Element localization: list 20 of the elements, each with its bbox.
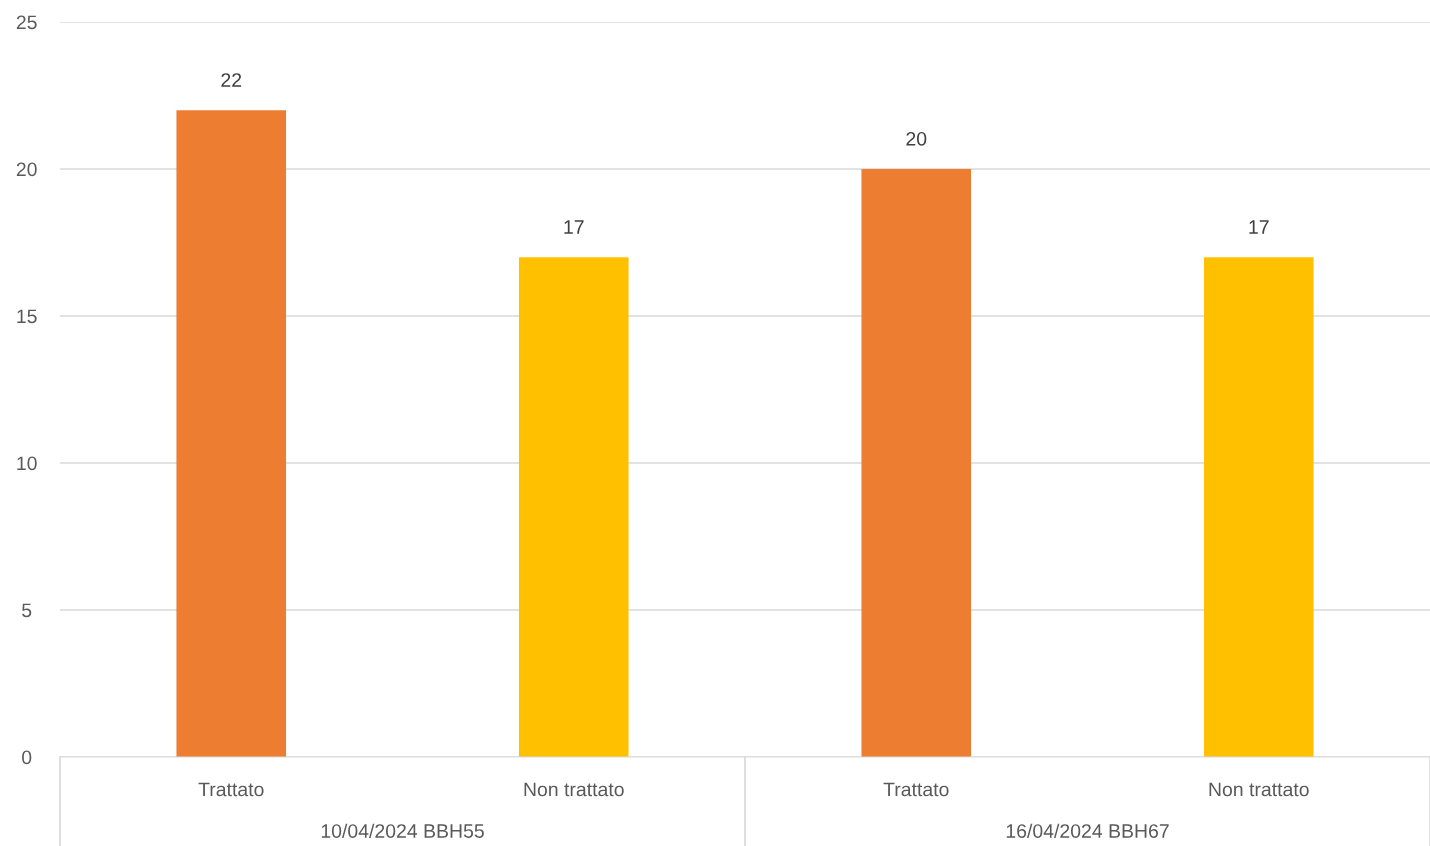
data-label: 17 [1249, 220, 1269, 234]
bar [176, 110, 287, 757]
y-tick-label: 20 [16, 162, 37, 177]
y-tick-label: 15 [17, 309, 37, 324]
x-tick-label: Trattato [198, 782, 264, 797]
y-tick-label: 0 [22, 750, 32, 765]
x-tick-label: Non trattato [524, 782, 624, 797]
y-tick-label: 25 [16, 15, 37, 30]
data-label: 17 [564, 220, 584, 234]
text: 10/04/2024 BBH55 [321, 823, 484, 838]
data-label: 22 [221, 73, 242, 87]
y-tick-label: 10 [17, 456, 37, 471]
bar [1203, 257, 1314, 757]
text: 16/04/2024 BBH67 [1006, 823, 1169, 838]
bar [861, 169, 972, 757]
x-tick-label: Non trattato [1209, 782, 1309, 797]
y-tick-label: 5 [22, 603, 32, 618]
data-label: 20 [906, 131, 927, 146]
bar [518, 257, 629, 757]
x-tick-label: Trattato [883, 782, 949, 797]
